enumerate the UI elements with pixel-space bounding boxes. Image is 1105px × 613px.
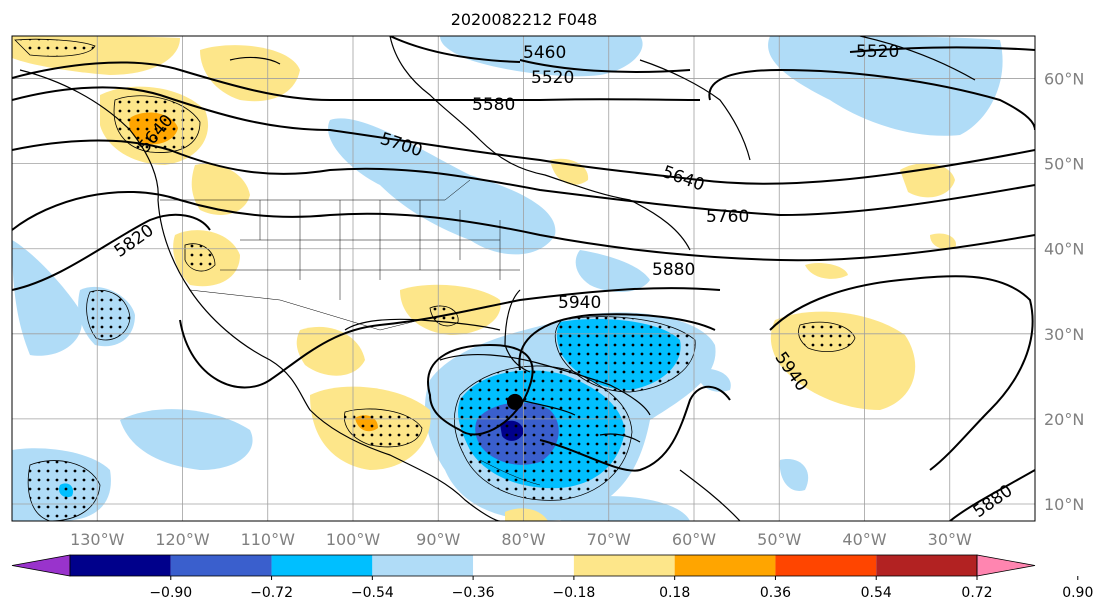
lat-tick-label: 20°N: [1044, 410, 1084, 429]
lon-tick-label: 40°W: [842, 530, 886, 549]
anomaly-shading: [12, 36, 1003, 521]
lat-tick-label: 10°N: [1044, 495, 1084, 514]
colorbar-frame: [69, 554, 978, 577]
colorbar-tick-label: 0.36: [760, 585, 791, 601]
colorbar: −0.90 −0.72 −0.54 −0.36 −0.18 0.18 0.36 0.54 0.7…: [11, 554, 1093, 601]
height-contours: [12, 36, 1035, 521]
lon-tick-label: 120°W: [155, 530, 210, 549]
colorbar-tick-label: 0.72: [961, 585, 992, 601]
contour-label: 5940: [558, 293, 601, 313]
lon-tick-label: 50°W: [757, 530, 801, 549]
colorbar-segment: [271, 555, 373, 576]
lon-tick-label: 130°W: [70, 530, 125, 549]
contour-label: 5580: [472, 95, 515, 115]
map-panel: 5460 5520 5520 5580 5640 5700 5640 5760 …: [12, 36, 1035, 521]
colorbar-segment: [170, 555, 272, 576]
storm-center-marker: [506, 393, 523, 410]
colorbar-segment: [674, 555, 776, 576]
lat-tick-label: 40°N: [1044, 240, 1084, 259]
colorbar-tick-label: −0.54: [351, 585, 394, 601]
lon-tick-label: 110°W: [241, 530, 296, 549]
colorbar-extend-low: [11, 554, 71, 577]
lon-tick-label: 100°W: [326, 530, 381, 549]
coastlines: [19, 36, 976, 521]
contour-label: 5760: [706, 207, 749, 227]
longitude-tick-labels: 130°W 120°W 110°W 100°W 90°W 80°W 70°W 60°W 50°W…: [70, 530, 972, 549]
colorbar-tick-label: 0.54: [861, 585, 892, 601]
colorbar-tick-label: −0.90: [149, 585, 192, 601]
lon-tick-label: 30°W: [928, 530, 972, 549]
colorbar-segment: [473, 555, 574, 576]
contour-label: 5520: [531, 68, 574, 88]
lon-tick-label: 90°W: [416, 530, 460, 549]
colorbar-segment: [372, 555, 474, 576]
lon-tick-label: 70°W: [587, 530, 631, 549]
colorbar-tick-label: 0.18: [659, 585, 690, 601]
colorbar-segment: [70, 555, 171, 576]
lon-tick-label: 60°W: [672, 530, 716, 549]
colorbar-segment: [775, 555, 877, 576]
colorbar-tick-label: −0.18: [552, 585, 595, 601]
map-title: 2020082212 F048: [451, 10, 598, 29]
lat-tick-label: 50°N: [1044, 155, 1084, 174]
political-borders: [160, 179, 541, 486]
latitude-tick-labels: 60°N 50°N 40°N 30°N 20°N 10°N: [1044, 70, 1084, 514]
lat-tick-label: 30°N: [1044, 325, 1084, 344]
contour-label: 5880: [652, 260, 695, 280]
colorbar-tick-label: −0.72: [250, 585, 293, 601]
colorbar-extend-high: [976, 554, 1036, 577]
colorbar-segment: [573, 555, 675, 576]
colorbar-tick-label: 0.90: [1062, 585, 1093, 601]
lon-tick-label: 80°W: [501, 530, 545, 549]
contour-label: 5460: [523, 43, 566, 63]
map-frame: [11, 35, 1036, 522]
colorbar-segment: [876, 555, 977, 576]
contour-label: 5520: [856, 42, 899, 62]
lat-tick-label: 60°N: [1044, 70, 1084, 89]
colorbar-tick-label: −0.36: [452, 585, 495, 601]
